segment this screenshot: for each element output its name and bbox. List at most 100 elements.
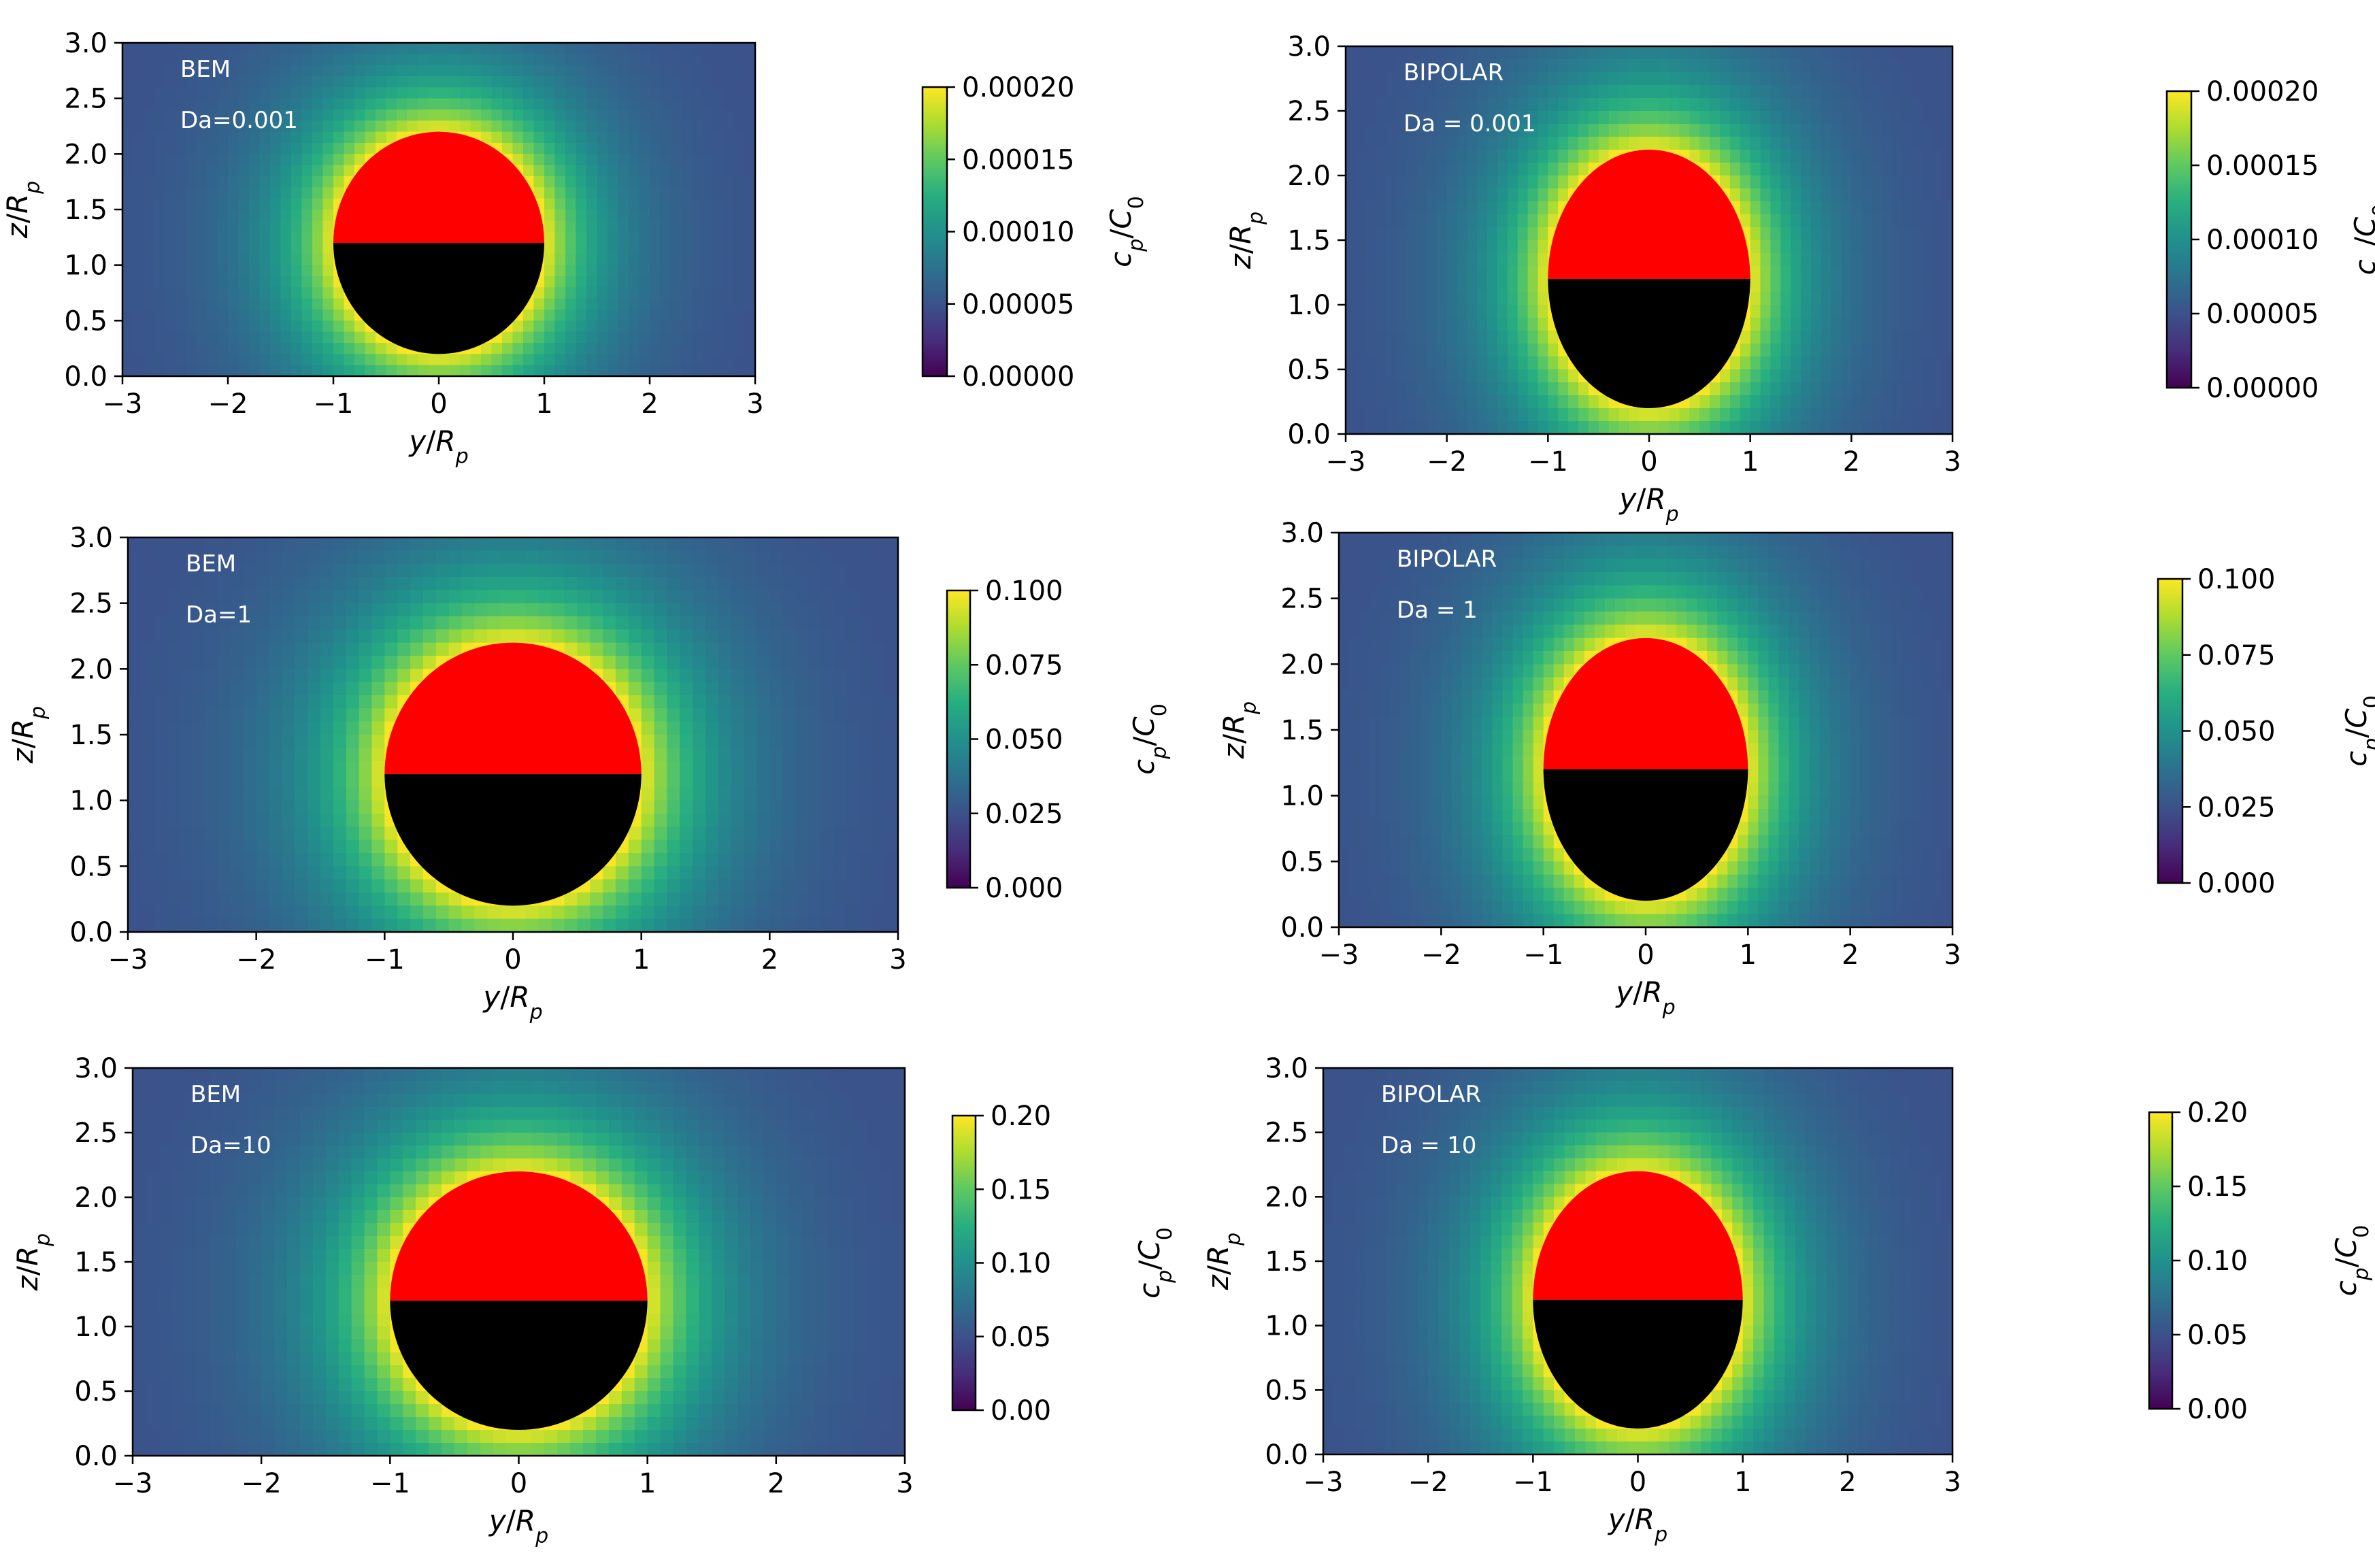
heatmap-cell xyxy=(291,231,303,244)
y-tick-label: 0.5 xyxy=(64,305,107,337)
heatmap-cell xyxy=(597,331,608,344)
heatmap-cell xyxy=(333,603,347,617)
heatmap-cell xyxy=(122,231,134,244)
heatmap-cell xyxy=(1548,111,1559,124)
heatmap-cell xyxy=(639,310,650,321)
heatmap-cell xyxy=(734,65,746,77)
heatmap-cell xyxy=(1396,59,1407,73)
heatmap-cell xyxy=(1386,305,1397,318)
heatmap-cell xyxy=(397,54,408,66)
heatmap-cell xyxy=(554,43,566,54)
heatmap-cell xyxy=(551,577,565,590)
heatmap-cell xyxy=(175,331,186,344)
heatmap-cell xyxy=(1507,331,1518,344)
heatmap-cell xyxy=(1831,408,1842,422)
heatmap-cell xyxy=(322,76,334,88)
heatmap-cell xyxy=(243,708,257,722)
heatmap-cell xyxy=(218,748,231,762)
heatmap-cell xyxy=(1912,98,1923,112)
heatmap-cell xyxy=(723,210,735,221)
heatmap-cell xyxy=(1497,201,1508,215)
heatmap-cell xyxy=(1821,137,1832,150)
heatmap-cell xyxy=(705,537,719,551)
heatmap-cell xyxy=(140,550,154,565)
heatmap-cell xyxy=(734,165,746,177)
heatmap-cell xyxy=(671,320,682,333)
heatmap-cell xyxy=(256,774,270,788)
heatmap-cell xyxy=(322,343,334,354)
heatmap-cell xyxy=(705,603,719,617)
heatmap-cell xyxy=(576,143,587,154)
heatmap-cell xyxy=(1467,59,1478,73)
heatmap-cell xyxy=(1365,395,1377,409)
heatmap-cell xyxy=(301,343,313,354)
heatmap-cell xyxy=(628,669,642,683)
heatmap-cell xyxy=(1477,201,1488,215)
heatmap-cell xyxy=(1841,318,1852,331)
heatmap-cell xyxy=(1821,318,1832,331)
heatmap-cell xyxy=(608,110,619,121)
heatmap-cell xyxy=(1618,72,1629,86)
heatmap-cell xyxy=(1851,85,1862,99)
heatmap-cell xyxy=(1538,395,1548,409)
heatmap-cell xyxy=(1750,188,1761,202)
heatmap-cell xyxy=(723,65,735,77)
heatmap-cell xyxy=(660,365,671,377)
heatmap-cell xyxy=(1901,240,1913,254)
heatmap-cell xyxy=(628,629,642,644)
heatmap-cell xyxy=(205,563,218,578)
heatmap-cell xyxy=(1801,150,1812,163)
heatmap-cell xyxy=(228,365,239,377)
heatmap-cell xyxy=(1588,150,1599,163)
heatmap-cell xyxy=(1346,59,1357,73)
heatmap-cell xyxy=(1942,266,1953,280)
heatmap-cell xyxy=(333,577,347,590)
heatmap-cell xyxy=(650,354,661,366)
heatmap-cell xyxy=(618,98,629,110)
heatmap-cell xyxy=(544,98,556,110)
heatmap-cell xyxy=(1527,137,1539,150)
heatmap-cell xyxy=(448,616,463,630)
heatmap-cell xyxy=(1760,150,1771,163)
heatmap-cell xyxy=(885,669,899,683)
heatmap-cell xyxy=(731,590,745,604)
heatmap-cell xyxy=(256,669,270,683)
heatmap-cell xyxy=(1750,266,1761,280)
heatmap-cell xyxy=(692,87,703,99)
heatmap-cell xyxy=(1659,59,1670,73)
heatmap-cell xyxy=(533,310,545,321)
heatmap-cell xyxy=(371,787,385,801)
heatmap-cell xyxy=(1901,150,1913,163)
heatmap-cell xyxy=(713,231,725,244)
heatmap-cell xyxy=(1487,227,1498,241)
heatmap-cell xyxy=(680,577,693,590)
heatmap-cell xyxy=(1467,150,1478,163)
heatmap-cell xyxy=(1841,331,1852,344)
heatmap-cell xyxy=(1467,344,1478,357)
heatmap-cell xyxy=(641,735,655,748)
heatmap-cell xyxy=(544,231,556,244)
heatmap-cell xyxy=(1588,98,1599,112)
heatmap-cell xyxy=(1720,124,1731,137)
heatmap-cell xyxy=(1355,279,1367,293)
heatmap-cell xyxy=(1467,395,1478,409)
heatmap-cell xyxy=(354,331,366,344)
heatmap-cell xyxy=(533,131,545,144)
heatmap-cell xyxy=(207,120,218,133)
heatmap-cell xyxy=(1740,46,1751,60)
heatmap-cell xyxy=(259,220,271,233)
heatmap-cell xyxy=(344,43,355,54)
heatmap-cell xyxy=(1538,227,1548,241)
heatmap-cell xyxy=(461,577,475,590)
heatmap-cell xyxy=(320,550,334,565)
heatmap-cell xyxy=(1831,85,1842,99)
heatmap-cell xyxy=(1406,421,1417,435)
heatmap-cell xyxy=(1861,201,1872,215)
heatmap-cell xyxy=(692,298,703,310)
heatmap-cell xyxy=(1729,150,1741,163)
heatmap-cell xyxy=(833,550,848,565)
heatmap-cell xyxy=(1406,98,1417,112)
heatmap-cell xyxy=(533,54,545,66)
heatmap-cell xyxy=(1346,227,1357,241)
colorbar-tick-label: 0.00020 xyxy=(2206,76,2319,107)
